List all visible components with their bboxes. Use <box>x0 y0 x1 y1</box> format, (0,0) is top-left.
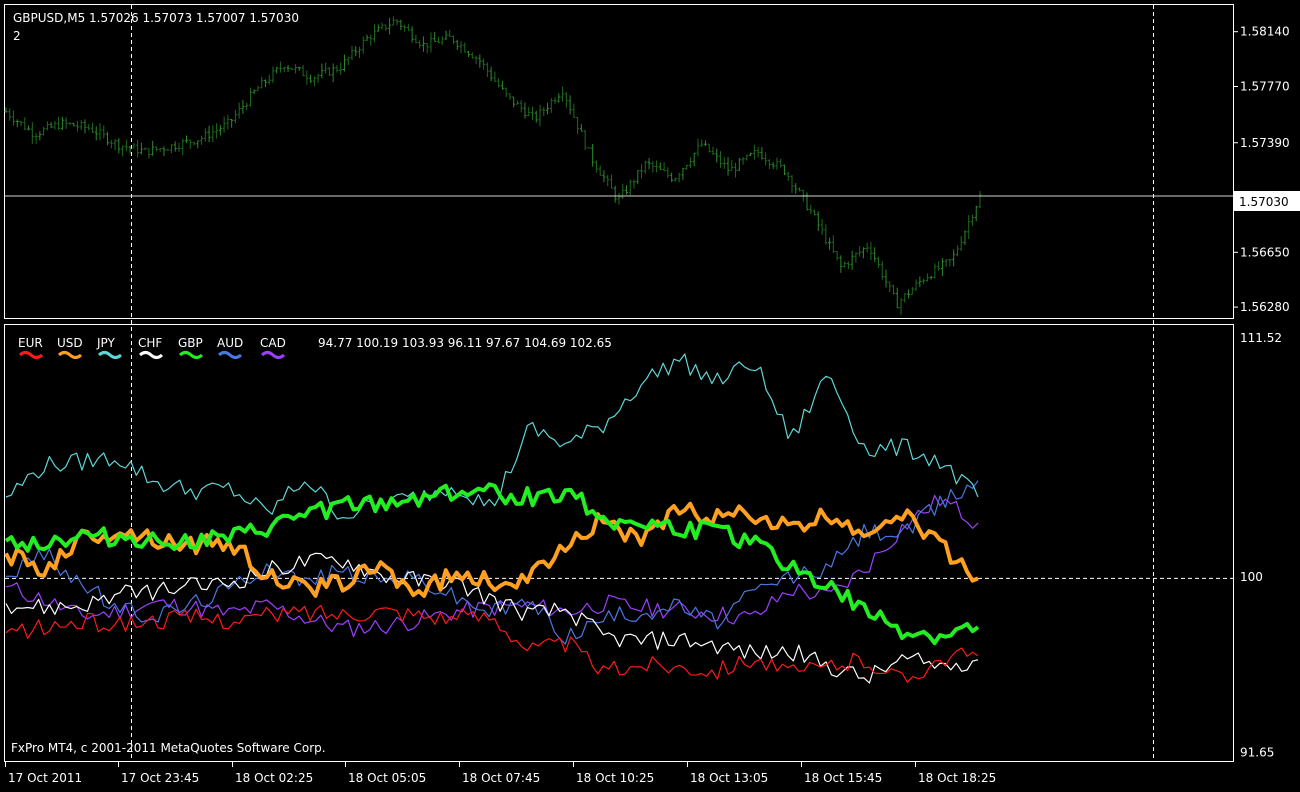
legend-label-usd: USD <box>57 336 83 350</box>
legend-label-eur: EUR <box>18 336 43 350</box>
legend-label-jpy: JPY <box>96 336 116 350</box>
legend-swatch-eur <box>18 351 44 359</box>
time-tick-label: 18 Oct 02:25 <box>235 771 313 785</box>
series-line-aud <box>5 480 979 645</box>
series-line-usd <box>4 501 979 598</box>
current-price-label: 1.57030 <box>1239 195 1289 209</box>
time-tick-label: 18 Oct 15:45 <box>804 771 882 785</box>
indicator-tick-label: 91.65 <box>1240 746 1274 760</box>
price-tick-label: 1.57390 <box>1240 136 1290 150</box>
price-panel-frame <box>4 4 1234 319</box>
indicator-panel-frame <box>4 324 1234 762</box>
indicator-values: 94.77 100.19 103.93 96.11 97.67 104.69 1… <box>318 336 612 350</box>
time-tick-label: 18 Oct 13:05 <box>690 771 768 785</box>
reference-level-label: 100 <box>1240 570 1263 584</box>
price-bars <box>4 16 982 315</box>
legend-label-aud: AUD <box>217 336 243 350</box>
price-tick-label: 1.57770 <box>1240 79 1290 93</box>
time-tick-label: 17 Oct 23:45 <box>121 771 199 785</box>
time-axis: 17 Oct 2011 17 Oct 23:45 18 Oct 02:25 18 Oc… <box>5 762 996 785</box>
price-tick-label: 1.56280 <box>1240 300 1290 314</box>
indicator-axis: 111.52 91.65 <box>1240 331 1282 760</box>
series-line-chf <box>5 552 979 684</box>
legend-label-cad: CAD <box>260 336 286 350</box>
time-tick-label: 18 Oct 18:25 <box>918 771 996 785</box>
indicator-legend: EUR USD JPY CHF GBP AUD CAD <box>18 336 286 359</box>
legend-swatch-aud <box>217 351 243 359</box>
legend-swatch-gbp <box>178 351 204 359</box>
symbol-ohlc-label: GBPUSD,M5 1.57026 1.57073 1.57007 1.5703… <box>13 11 299 25</box>
series-line-jpy <box>5 353 979 520</box>
indicator-tick-label: 111.52 <box>1240 331 1282 345</box>
time-tick-label: 18 Oct 07:45 <box>462 771 540 785</box>
legend-label-chf: CHF <box>138 336 162 350</box>
legend-swatch-jpy <box>97 351 123 359</box>
series-line-gbp <box>4 482 980 646</box>
legend-swatch-usd <box>57 351 83 359</box>
price-tick-label: 1.56650 <box>1240 245 1290 259</box>
time-tick-label: 18 Oct 10:25 <box>576 771 654 785</box>
time-tick-label: 18 Oct 05:05 <box>348 771 426 785</box>
time-tick-label: 17 Oct 2011 <box>8 771 82 785</box>
copyright-text: FxPro MT4, c 2001-2011 MetaQuotes Softwa… <box>11 741 326 755</box>
legend-swatch-cad <box>260 351 286 359</box>
current-price-marker <box>1234 191 1300 211</box>
series-line-eur <box>5 604 979 683</box>
legend-label-gbp: GBP <box>178 336 203 350</box>
price-tick-label: 1.58140 <box>1240 25 1290 39</box>
currency-index-lines <box>4 353 980 684</box>
symbol-line-2: 2 <box>13 29 21 43</box>
legend-swatch-chf <box>138 351 164 359</box>
price-axis: 1.58140 1.57770 1.57390 1.56650 1.56280 <box>1233 25 1290 314</box>
